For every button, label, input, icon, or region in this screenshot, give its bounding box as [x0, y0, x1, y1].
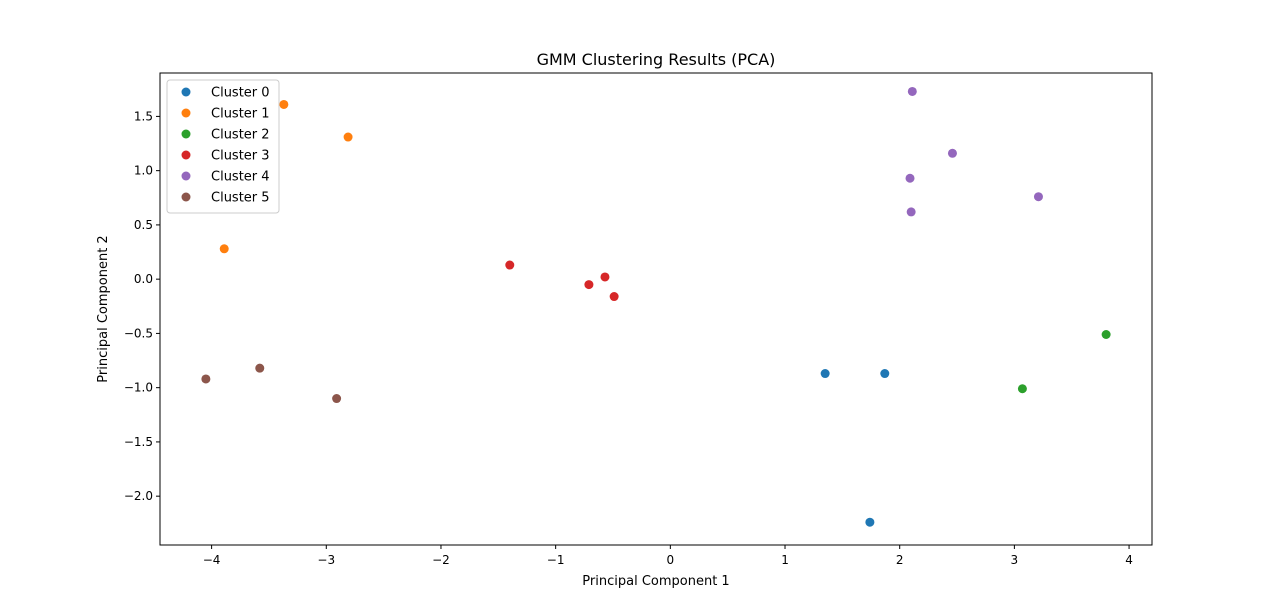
legend-marker — [181, 129, 191, 139]
data-point-cluster-1 — [219, 244, 229, 254]
legend-marker — [181, 150, 191, 160]
legend-marker — [181, 108, 191, 118]
legend-marker — [181, 87, 191, 97]
data-point-cluster-4 — [905, 173, 915, 183]
data-point-cluster-3 — [600, 272, 610, 282]
y-tick-label: 0.5 — [134, 218, 153, 232]
data-point-cluster-5 — [332, 394, 342, 404]
data-point-cluster-4 — [1033, 192, 1043, 202]
legend-label: Cluster 0 — [211, 86, 270, 101]
legend-label: Cluster 4 — [211, 170, 270, 185]
x-axis-label: Principal Component 1 — [582, 574, 729, 589]
legend-label: Cluster 1 — [211, 107, 270, 122]
x-tick-label: 2 — [896, 553, 904, 567]
legend-label: Cluster 2 — [211, 128, 270, 143]
data-points — [201, 86, 1111, 527]
y-tick-label: −1.5 — [124, 435, 153, 449]
y-tick-label: 0.0 — [134, 272, 153, 286]
x-tick-label: −3 — [317, 553, 335, 567]
legend: Cluster 0 Cluster 1 Cluster 2 Cluster 3 Clus… — [166, 79, 280, 214]
legend-box — [166, 79, 280, 214]
y-tick-label: 1.0 — [134, 164, 153, 178]
data-point-cluster-0 — [865, 517, 875, 527]
x-tick-label: −1 — [547, 553, 565, 567]
y-tick-label: −1.0 — [124, 381, 153, 395]
legend-label: Cluster 3 — [211, 149, 270, 164]
y-tick-label: −2.0 — [124, 489, 153, 503]
chart-title: GMM Clustering Results (PCA) — [537, 50, 776, 69]
data-point-cluster-2 — [1017, 384, 1027, 394]
data-point-cluster-3 — [584, 280, 594, 290]
legend-marker — [181, 192, 191, 202]
y-axis-label: Principal Component 2 — [96, 235, 111, 382]
legend-label: Cluster 5 — [211, 191, 270, 206]
x-tick-label: −4 — [203, 553, 221, 567]
axis-ticks: −4 −3 −2 −1 0 1 2 3 4 −2.0 −1.5 −1.0 −0.5 0.0 0.5 1.0 1.… — [124, 109, 1133, 567]
x-tick-label: 0 — [667, 553, 675, 567]
data-point-cluster-5 — [201, 374, 211, 384]
data-point-cluster-0 — [820, 369, 830, 379]
x-tick-label: 1 — [781, 553, 789, 567]
legend-marker — [181, 171, 191, 181]
data-point-cluster-4 — [907, 86, 917, 96]
x-tick-label: −2 — [432, 553, 450, 567]
data-point-cluster-1 — [343, 132, 353, 142]
y-tick-label: −0.5 — [124, 326, 153, 340]
plot-area — [159, 72, 1153, 546]
y-tick-label: 1.5 — [134, 109, 153, 123]
data-point-cluster-3 — [609, 292, 619, 302]
data-point-cluster-5 — [255, 363, 265, 373]
data-point-cluster-4 — [906, 207, 916, 217]
data-point-cluster-2 — [1101, 329, 1111, 339]
data-point-cluster-4 — [947, 148, 957, 158]
x-tick-label: 3 — [1011, 553, 1019, 567]
data-point-cluster-1 — [279, 99, 289, 109]
data-point-cluster-3 — [505, 260, 515, 270]
data-point-cluster-0 — [880, 369, 890, 379]
x-tick-label: 4 — [1125, 553, 1133, 567]
